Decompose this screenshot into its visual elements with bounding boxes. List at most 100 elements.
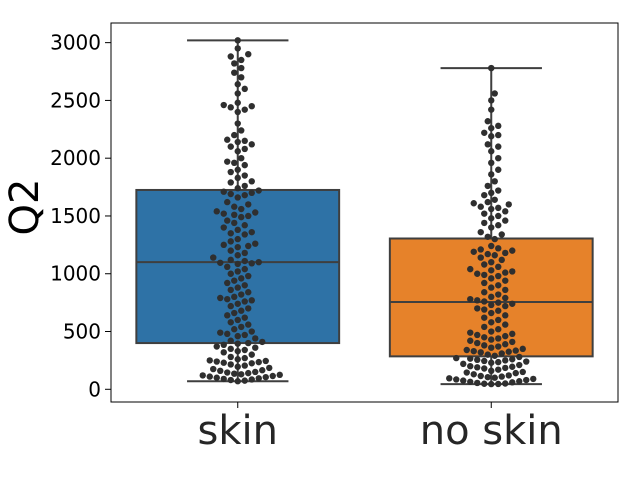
data-point — [495, 380, 502, 388]
data-point — [227, 104, 234, 111]
data-point — [217, 259, 224, 266]
data-point — [481, 261, 488, 268]
data-point — [498, 350, 505, 357]
data-point — [252, 209, 259, 216]
data-point — [234, 332, 241, 340]
data-point — [245, 305, 252, 312]
data-point — [227, 270, 234, 277]
plot-area — [135, 37, 594, 388]
data-point — [227, 143, 234, 150]
data-point — [502, 286, 509, 294]
data-point — [484, 182, 491, 190]
data-point — [477, 349, 484, 356]
data-point — [484, 233, 491, 240]
data-point — [231, 277, 238, 284]
data-point — [241, 314, 248, 321]
data-point — [488, 189, 495, 197]
data-point — [234, 166, 241, 173]
data-point — [234, 194, 241, 201]
data-point — [488, 380, 495, 388]
data-point — [234, 148, 241, 155]
data-point — [470, 200, 477, 207]
data-point — [446, 375, 453, 382]
data-point — [252, 344, 259, 351]
data-point — [224, 312, 231, 319]
data-point — [488, 171, 495, 178]
data-point — [498, 256, 505, 264]
data-point — [220, 359, 227, 366]
data-point — [227, 353, 234, 361]
data-point — [234, 235, 241, 243]
data-point — [488, 267, 495, 274]
data-point — [488, 133, 495, 140]
data-point — [255, 375, 262, 382]
data-point — [495, 299, 502, 306]
data-point — [234, 260, 241, 268]
data-point — [224, 330, 231, 338]
y-tick-label: 500 — [63, 320, 101, 344]
data-point — [234, 37, 241, 44]
y-tick-label: 3000 — [50, 31, 101, 55]
data-point — [509, 268, 516, 275]
data-point — [231, 219, 238, 227]
data-point — [495, 187, 502, 194]
data-point — [505, 372, 512, 379]
data-point — [248, 228, 255, 236]
data-point — [248, 178, 255, 185]
data-point — [224, 136, 231, 143]
data-point — [491, 374, 498, 381]
data-point — [488, 97, 495, 104]
data-point — [481, 357, 488, 365]
data-point — [234, 99, 241, 106]
data-point — [224, 295, 231, 303]
data-point — [227, 53, 234, 60]
data-point — [245, 272, 252, 280]
data-point — [213, 208, 220, 215]
data-point — [495, 143, 502, 150]
data-point — [245, 50, 252, 58]
data-point — [495, 307, 502, 314]
data-point — [516, 361, 523, 369]
data-point — [477, 372, 484, 380]
data-point — [238, 56, 245, 64]
data-point — [488, 359, 495, 366]
data-point — [502, 380, 509, 387]
data-point — [248, 102, 255, 110]
data-point — [220, 188, 227, 195]
data-point — [516, 353, 523, 361]
data-point — [463, 346, 470, 354]
data-point — [488, 319, 495, 326]
data-point — [262, 357, 269, 365]
data-point — [488, 328, 495, 335]
data-point — [213, 343, 220, 350]
data-point — [234, 185, 241, 192]
data-point — [502, 357, 509, 364]
data-point — [238, 205, 245, 213]
data-point — [474, 379, 481, 387]
data-point — [453, 376, 460, 383]
data-point — [460, 360, 467, 368]
data-point — [248, 351, 255, 358]
data-point — [460, 377, 467, 384]
data-point — [502, 294, 509, 302]
data-point — [502, 277, 509, 284]
data-point — [495, 366, 502, 373]
y-tick-label: 1500 — [50, 204, 101, 228]
data-point — [488, 148, 495, 155]
data-point — [241, 231, 248, 238]
data-point — [231, 326, 238, 333]
data-point — [488, 284, 495, 291]
data-point — [231, 293, 238, 301]
data-point — [491, 352, 498, 359]
data-point — [241, 298, 248, 305]
data-point — [467, 337, 474, 344]
data-point — [259, 338, 266, 346]
data-point — [495, 263, 502, 271]
data-point — [241, 377, 248, 384]
data-point — [523, 376, 530, 384]
data-point — [238, 213, 245, 221]
x-tick-label: no skin — [420, 408, 563, 454]
data-point — [224, 369, 231, 376]
data-point — [495, 282, 502, 289]
